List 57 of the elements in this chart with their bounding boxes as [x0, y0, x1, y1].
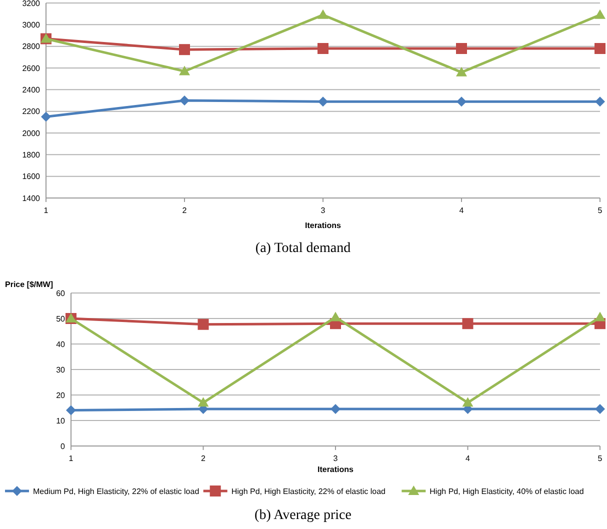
x-axis-title: Iterations	[304, 221, 342, 230]
y-tick-label: 1800	[22, 150, 41, 160]
x-tick-label: 2	[201, 454, 206, 463]
y-tick-label: 1600	[22, 172, 41, 182]
point	[595, 96, 605, 107]
point	[594, 9, 606, 19]
x-tick-label: 5	[598, 206, 603, 215]
point	[318, 9, 328, 19]
y-tick-label: 10	[56, 416, 66, 426]
y-tick-label: 20	[56, 390, 66, 400]
point	[198, 318, 209, 330]
point	[330, 404, 340, 414]
point	[66, 405, 76, 416]
x-tick-label: 5	[598, 454, 603, 463]
point	[318, 43, 328, 54]
y-axis-title: Price [$/MW]	[5, 280, 54, 289]
y-tick-label: 30	[56, 365, 66, 374]
x-tick-label: 1	[44, 206, 49, 215]
x-tick-label: 3	[333, 454, 338, 463]
x-tick-label: 1	[68, 454, 74, 463]
point	[179, 66, 190, 76]
point	[456, 66, 467, 76]
y-tick-label: 2000	[22, 128, 41, 138]
point	[179, 44, 190, 56]
point	[462, 318, 474, 330]
y-tick-label: 2600	[22, 64, 41, 73]
point	[330, 312, 341, 322]
point	[594, 43, 606, 54]
y-tick-label: 0	[60, 442, 66, 451]
point	[180, 96, 190, 106]
x-axis-title: Iterations	[317, 465, 354, 474]
y-tick-label: 60	[56, 288, 66, 298]
x-tick-label: 4	[459, 206, 464, 215]
y-tick-label: 2800	[22, 42, 41, 52]
y-tick-label: 1400	[22, 194, 41, 203]
text: (b) Average price	[254, 508, 352, 523]
point	[594, 312, 606, 322]
point	[595, 404, 605, 414]
legend-label: Medium Pd, High Elasticity, 22% of elastic load	[33, 486, 200, 496]
y-tick-label: 50	[56, 314, 66, 324]
legend-label: High Pd, High Elasticity, 22% of elastic load	[231, 486, 386, 496]
x-tick-label: 2	[182, 206, 188, 215]
legend-label: High Pd, High Elasticity, 40% of elastic load	[430, 486, 584, 496]
point	[456, 43, 467, 54]
y-tick-label: 2200	[22, 107, 41, 116]
x-tick-label: 4	[466, 454, 471, 463]
x-tick-label: 3	[320, 206, 326, 215]
text: (a) Total demand	[255, 241, 351, 256]
point	[462, 397, 474, 407]
y-tick-label: 3200	[22, 0, 41, 8]
point	[456, 96, 466, 107]
y-tick-label: 2400	[22, 85, 41, 94]
point	[198, 397, 209, 407]
y-tick-label: 3000	[22, 20, 41, 30]
point	[41, 112, 51, 122]
y-tick-label: 40	[56, 340, 66, 349]
point	[318, 96, 328, 107]
